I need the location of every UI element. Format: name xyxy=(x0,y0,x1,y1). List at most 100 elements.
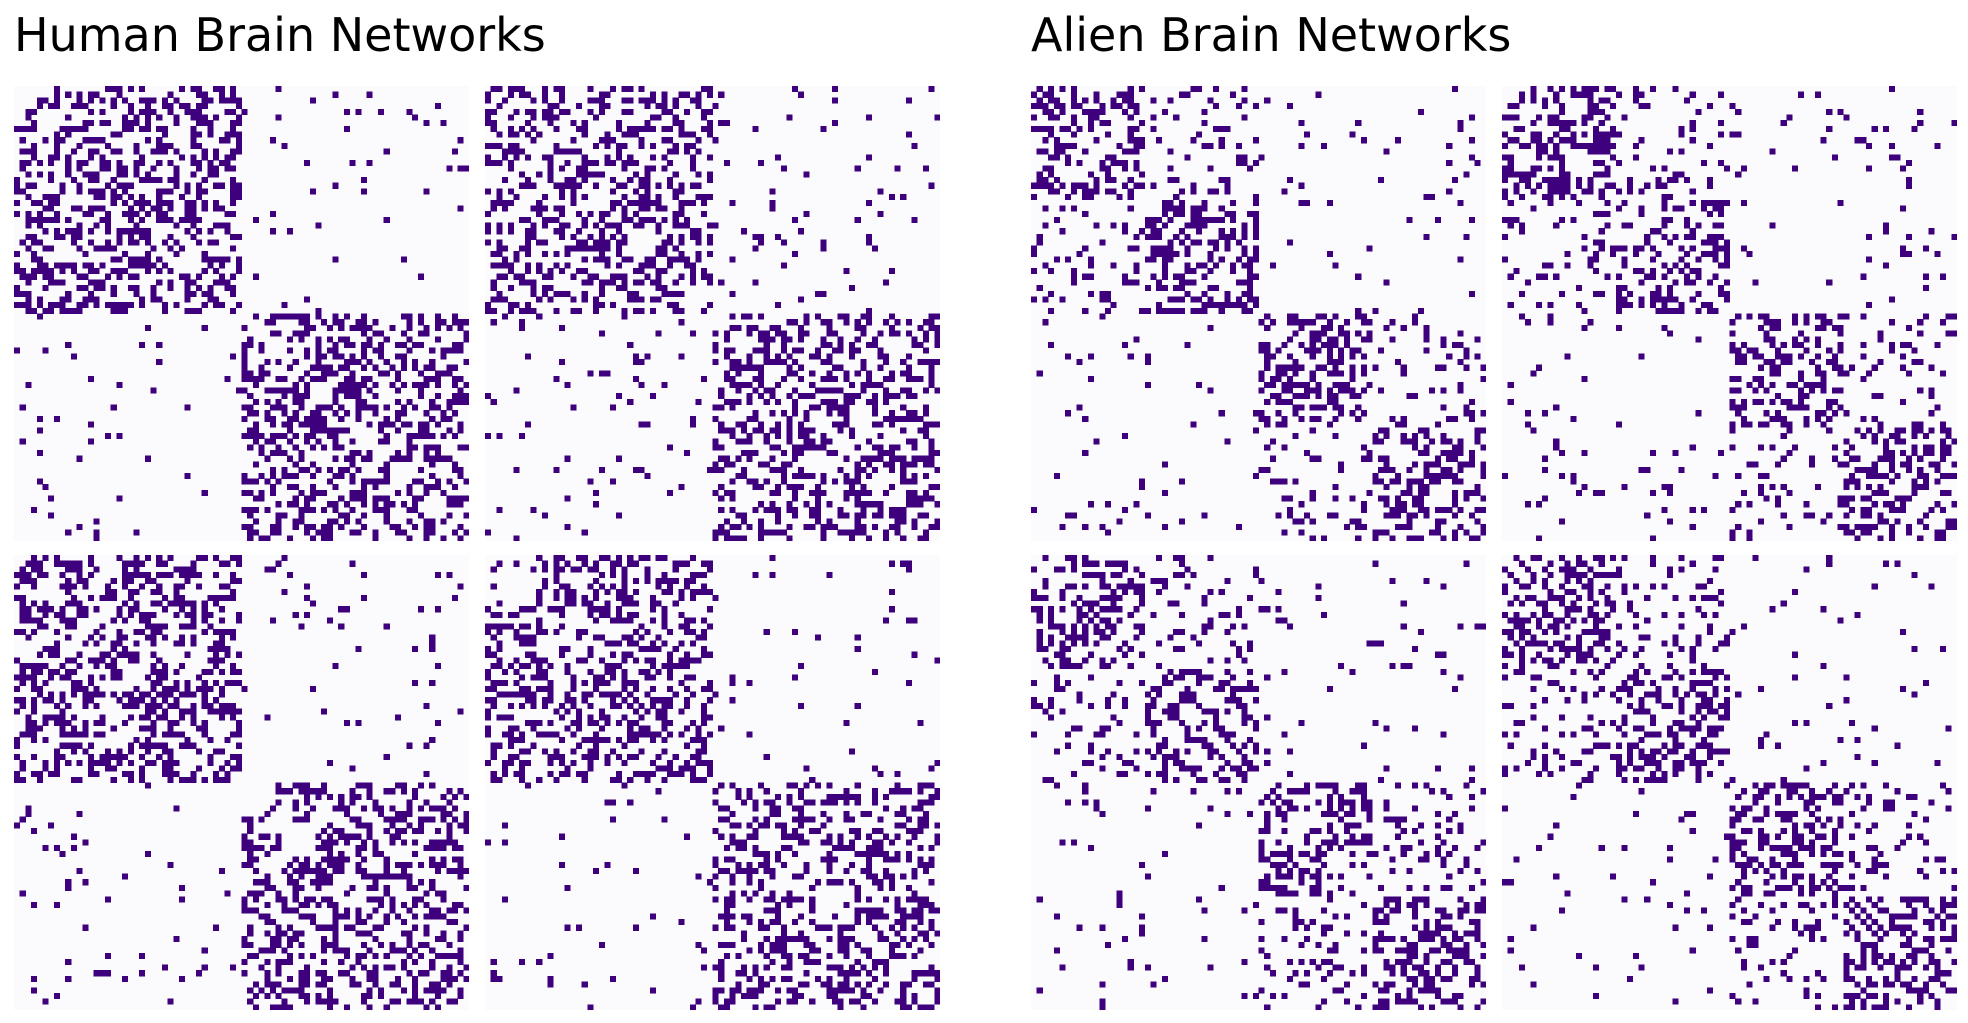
connection-cell xyxy=(831,523,839,531)
connection-cell xyxy=(905,478,912,485)
connection-cell xyxy=(888,879,895,886)
connection-cell xyxy=(93,719,100,727)
connection-cell xyxy=(412,114,419,121)
connection-cell xyxy=(184,572,191,579)
connection-cell xyxy=(122,211,129,218)
human-matrix-3 xyxy=(14,555,469,1010)
connection-cell xyxy=(507,623,514,630)
connection-cell xyxy=(463,924,469,931)
connection-cell xyxy=(275,941,282,948)
connection-cell xyxy=(196,765,203,772)
connection-cell xyxy=(59,719,66,727)
connection-cell xyxy=(604,714,611,721)
connection-cell xyxy=(718,913,725,920)
connection-cell xyxy=(196,725,203,732)
connection-cell xyxy=(127,273,134,280)
connection-cell xyxy=(604,239,611,246)
connection-cell xyxy=(797,444,804,451)
connection-cell xyxy=(42,262,49,269)
connection-cell xyxy=(241,896,248,903)
connection-cell xyxy=(610,279,617,286)
connection-cell xyxy=(769,555,776,562)
connection-cell xyxy=(888,376,895,383)
connection-cell xyxy=(48,771,55,778)
connection-cell xyxy=(723,924,730,931)
connection-cell xyxy=(298,518,305,525)
connection-cell xyxy=(786,987,793,994)
connection-cell xyxy=(150,97,157,104)
connection-cell xyxy=(587,273,594,280)
connection-cell xyxy=(423,381,430,388)
connection-cell xyxy=(366,455,373,462)
connection-cell xyxy=(201,617,208,624)
connection-cell xyxy=(763,1004,770,1010)
connection-cell xyxy=(752,484,759,491)
connection-cell xyxy=(167,188,174,195)
matrix-cells xyxy=(14,555,469,1010)
connection-cell xyxy=(638,262,645,269)
connection-cell xyxy=(917,805,924,812)
connection-cell xyxy=(689,154,696,161)
connection-cell xyxy=(139,97,146,104)
connection-cell xyxy=(93,285,100,292)
connection-cell xyxy=(372,393,379,400)
connection-cell xyxy=(541,702,548,709)
connection-cell xyxy=(803,313,810,320)
connection-cell xyxy=(610,651,617,658)
connection-cell xyxy=(65,171,72,178)
connection-cell xyxy=(65,759,72,766)
connection-cell xyxy=(843,319,850,326)
connection-cell xyxy=(558,148,566,155)
connection-cell xyxy=(706,685,713,692)
connection-cell xyxy=(661,245,668,252)
connection-cell xyxy=(457,376,464,383)
connection-cell xyxy=(76,159,83,167)
connection-cell xyxy=(615,771,622,778)
connection-cell xyxy=(524,91,531,98)
connection-cell xyxy=(133,199,140,206)
connection-cell xyxy=(564,159,571,167)
connection-cell xyxy=(429,680,436,687)
connection-cell xyxy=(598,290,605,297)
connection-cell xyxy=(712,862,719,869)
connection-cell xyxy=(144,228,151,235)
connection-cell xyxy=(570,685,577,692)
connection-cell xyxy=(383,336,390,343)
connection-cell xyxy=(496,86,503,93)
connection-cell xyxy=(252,879,259,886)
connection-cell xyxy=(309,324,316,331)
connection-cell xyxy=(763,896,770,903)
connection-cell xyxy=(395,913,402,920)
connection-cell xyxy=(19,404,26,411)
connection-cell xyxy=(587,159,594,167)
connection-cell xyxy=(122,572,129,579)
connection-cell xyxy=(31,566,38,573)
connection-cell xyxy=(530,108,537,115)
connection-cell xyxy=(564,668,571,675)
connection-cell xyxy=(360,856,368,863)
connection-cell xyxy=(826,330,833,337)
connection-cell xyxy=(780,964,787,971)
connection-cell xyxy=(287,438,294,445)
connection-cell xyxy=(36,222,43,229)
connection-cell xyxy=(275,958,282,965)
connection-cell xyxy=(247,523,254,531)
connection-cell xyxy=(93,137,100,144)
connection-cell xyxy=(70,600,77,607)
connection-cell xyxy=(661,663,668,670)
connection-cell xyxy=(326,839,333,846)
connection-cell xyxy=(837,427,844,434)
connection-cell xyxy=(826,987,833,994)
connection-cell xyxy=(701,125,708,132)
connection-cell xyxy=(820,398,827,405)
connection-cell xyxy=(917,896,924,903)
connection-cell xyxy=(598,250,605,258)
connection-cell xyxy=(25,233,32,240)
connection-cell xyxy=(343,924,350,931)
connection-cell xyxy=(701,194,708,201)
connection-cell xyxy=(900,788,907,795)
connection-cell xyxy=(349,478,356,485)
connection-cell xyxy=(593,159,600,167)
connection-cell xyxy=(360,478,368,485)
connection-cell xyxy=(655,555,662,562)
